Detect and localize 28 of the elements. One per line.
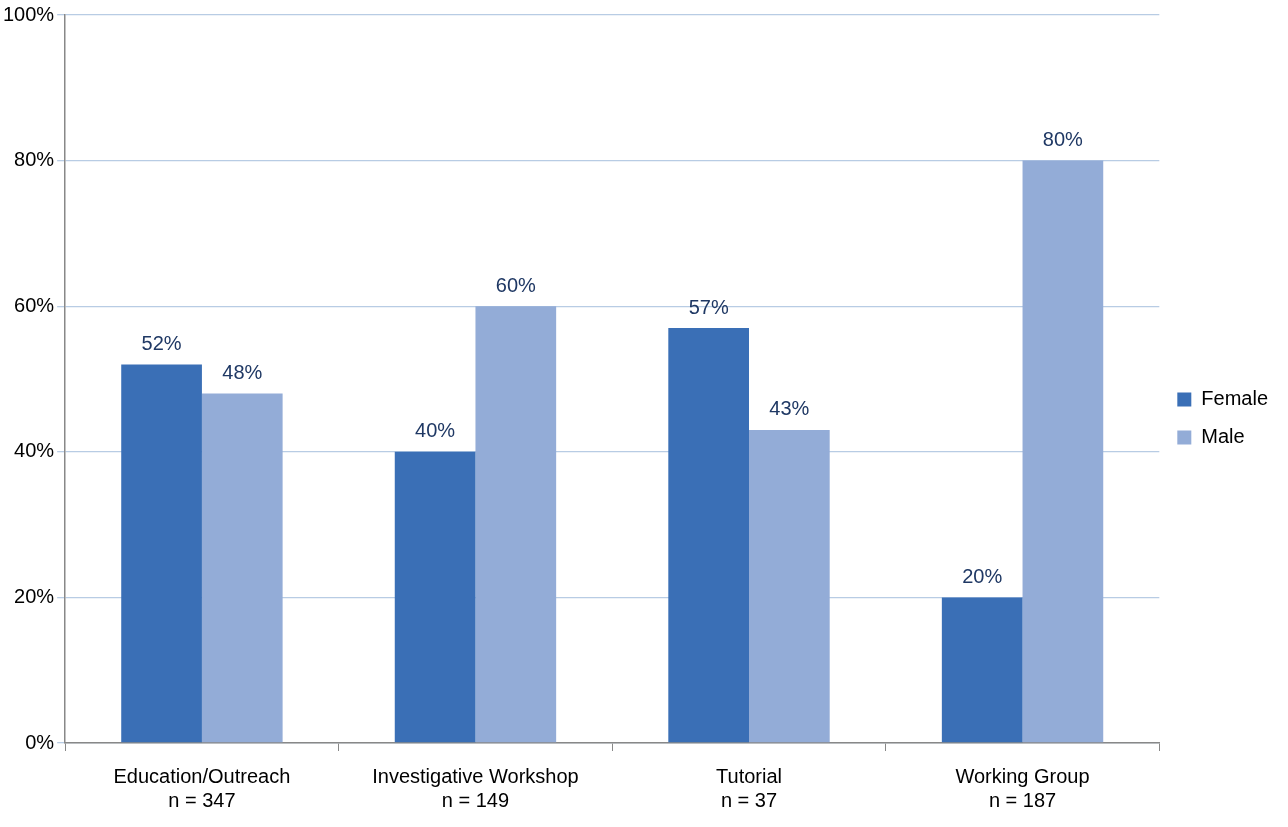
y-tick-label: 60% (14, 293, 55, 316)
data-label: 48% (222, 361, 263, 384)
data-label: 57% (688, 295, 729, 318)
y-tick-label: 40% (14, 439, 55, 462)
bar (201, 393, 283, 743)
data-label: 80% (1042, 128, 1084, 151)
legend-label: Female (1201, 387, 1269, 410)
bar (668, 328, 749, 743)
data-label: 20% (962, 564, 1003, 587)
data-label: 43% (769, 397, 810, 420)
data-label: 40% (415, 419, 456, 442)
bar (749, 429, 830, 743)
bar (394, 451, 476, 743)
data-label: 52% (141, 331, 182, 354)
x-tick-label: Working Group n = 187 (955, 764, 1090, 811)
y-tick-label: 100% (3, 2, 55, 25)
legend-label: Male (1201, 425, 1245, 448)
bar (941, 597, 1023, 743)
y-tick-label: 0% (25, 730, 55, 753)
y-tick-label: 20% (14, 584, 55, 607)
x-tick-label: Tutorial n = 37 (716, 764, 782, 811)
bar (121, 364, 202, 743)
bar (1022, 160, 1104, 743)
x-tick-label: Investigative Workshop n = 149 (372, 764, 579, 811)
bar (475, 306, 557, 743)
y-tick-label: 80% (14, 148, 55, 171)
data-label: 60% (495, 273, 537, 296)
x-tick-label: Education/Outreach n = 347 (113, 764, 291, 811)
